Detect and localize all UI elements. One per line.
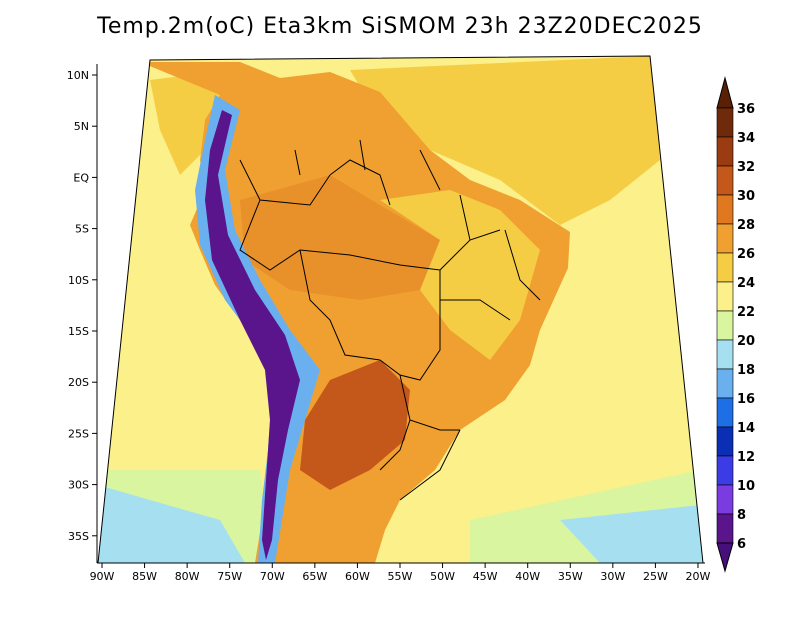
lon-label: 60W	[345, 570, 370, 583]
chart-title: Temp.2m(oC) Eta3km SiSMOM 23h 23Z20DEC20…	[97, 14, 703, 39]
colorbar-label: 20	[737, 334, 755, 349]
colorbar-swatch	[716, 484, 734, 515]
colorbar-label: 24	[737, 276, 755, 291]
colorbar-label: 6	[737, 537, 746, 552]
colorbar-label: 14	[737, 421, 755, 436]
colorbar-label: 30	[737, 189, 755, 204]
colorbar-label: 10	[737, 479, 755, 494]
colorbar-label: 22	[737, 305, 755, 320]
colorbar-swatch	[716, 252, 734, 283]
colorbar-label: 16	[737, 392, 755, 407]
amazon-region	[240, 175, 460, 300]
lon-label: 40W	[515, 570, 540, 583]
lat-label: 10S	[68, 274, 89, 287]
lon-label: 30W	[600, 570, 625, 583]
lat-label: 30S	[68, 479, 89, 492]
colorbar-label: 12	[737, 450, 755, 465]
colorbar-top-arrow	[716, 76, 734, 109]
lon-label: 50W	[430, 570, 455, 583]
colorbar-bottom-arrow	[716, 542, 734, 573]
colorbar-swatch	[716, 223, 734, 254]
lon-label: 55W	[388, 570, 413, 583]
colorbar-label: 32	[737, 160, 755, 175]
lon-label: 70W	[260, 570, 285, 583]
colorbar-swatch	[716, 455, 734, 486]
colorbar-swatch	[716, 397, 734, 428]
lat-label: 25S	[68, 427, 89, 440]
colorbar-swatch	[716, 368, 734, 399]
cool-south-ocean	[98, 470, 703, 563]
lon-label: 35W	[558, 570, 583, 583]
lat-label: 35S	[68, 530, 89, 543]
colorbar-swatch	[716, 310, 734, 341]
andes-cold-band	[205, 110, 300, 560]
south-america-land	[140, 62, 570, 563]
lat-label: 5S	[75, 223, 89, 236]
colorbar-swatch	[716, 426, 734, 457]
colorbar-label: 28	[737, 218, 755, 233]
lon-label: 45W	[473, 570, 498, 583]
warm-atlantic-region	[350, 56, 660, 225]
colorbar-swatch	[716, 281, 734, 312]
map-field	[98, 56, 703, 563]
colorbar: 36 34 32 30 28 26 24 22 20 18 16 14 12 10 8 6	[716, 76, 755, 573]
lon-label: 65W	[302, 570, 327, 583]
lon-label: 90W	[90, 570, 115, 583]
longitude-labels: 90W 85W 80W 75W 70W 65W 60W 55W 50W 45W 40W 35W 30W 2…	[90, 563, 711, 583]
lat-label: 15S	[68, 325, 89, 338]
cold-south-ocean	[98, 485, 703, 563]
lon-label: 75W	[217, 570, 242, 583]
colorbar-swatch	[716, 165, 734, 196]
colorbar-label: 34	[737, 131, 755, 146]
colorbar-swatch	[716, 513, 734, 544]
chaco-hot-region	[300, 360, 410, 490]
lon-label: 80W	[175, 570, 200, 583]
lat-label: 20S	[68, 376, 89, 389]
latitude-labels: 10N 5N EQ 5S 10S 15S 20S 25S 30S 35S	[67, 69, 97, 543]
lat-label: 5N	[74, 120, 89, 133]
colorbar-swatch	[716, 107, 734, 138]
colorbar-swatch	[716, 339, 734, 370]
country-borders	[239, 139, 541, 501]
colorbar-label: 26	[737, 247, 755, 262]
lon-label: 25W	[643, 570, 668, 583]
warm-pacific-region	[150, 70, 230, 175]
lon-label: 20W	[686, 570, 711, 583]
lon-label: 85W	[132, 570, 157, 583]
colorbar-label: 36	[737, 102, 755, 117]
brazil-highlands-region	[380, 190, 540, 360]
lat-label: EQ	[73, 171, 89, 184]
colorbar-label: 18	[737, 363, 755, 378]
colorbar-swatch	[716, 136, 734, 167]
colorbar-label: 8	[737, 508, 746, 523]
lat-label: 10N	[67, 69, 89, 82]
colorbar-swatch	[716, 194, 734, 225]
